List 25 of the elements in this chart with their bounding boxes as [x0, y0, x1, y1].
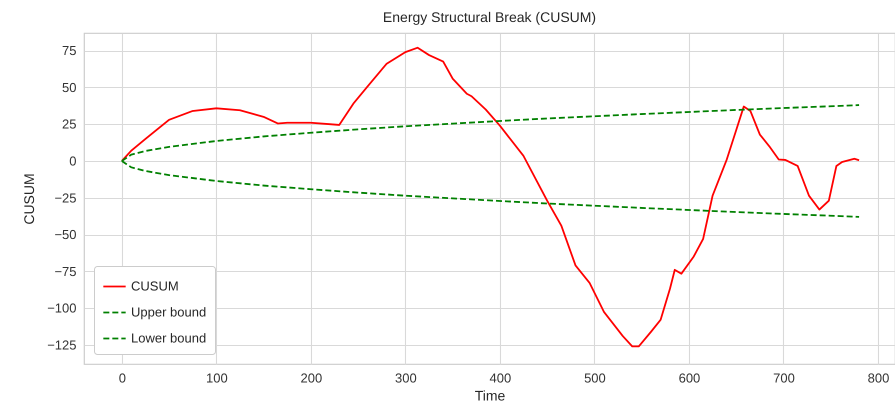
chart-title: Energy Structural Break (CUSUM) — [382, 9, 596, 25]
x-tick-label: 400 — [490, 370, 512, 386]
y-tick-label: −50 — [54, 227, 76, 242]
x-tick-label: 300 — [395, 370, 417, 386]
x-tick-label: 500 — [584, 370, 606, 386]
x-tick-label: 0 — [118, 370, 126, 386]
line-series — [120, 46, 860, 348]
x-tick-label: 800 — [868, 370, 890, 386]
legend-label: Lower bound — [131, 330, 206, 346]
y-tick-label: 75 — [62, 43, 76, 58]
y-tick-label: 25 — [62, 116, 76, 132]
legend-label: CUSUM — [131, 278, 179, 294]
y-tick-label: −75 — [54, 264, 76, 279]
y-tick-label: −25 — [54, 190, 76, 206]
x-axis-title: Time — [474, 388, 506, 404]
legend-label: Upper bound — [131, 304, 206, 320]
y-tick-label: 0 — [69, 153, 76, 168]
x-tick-label: 600 — [678, 370, 700, 386]
y-axis-title: CUSUM — [21, 173, 38, 225]
x-tick-label: 700 — [773, 370, 795, 386]
y-tick-label: 50 — [62, 80, 76, 95]
y-tick-label: −125 — [47, 337, 76, 352]
x-tick-label: 100 — [206, 370, 228, 386]
x-tick-label: 200 — [300, 370, 322, 386]
y-tick-label: −100 — [47, 300, 76, 316]
